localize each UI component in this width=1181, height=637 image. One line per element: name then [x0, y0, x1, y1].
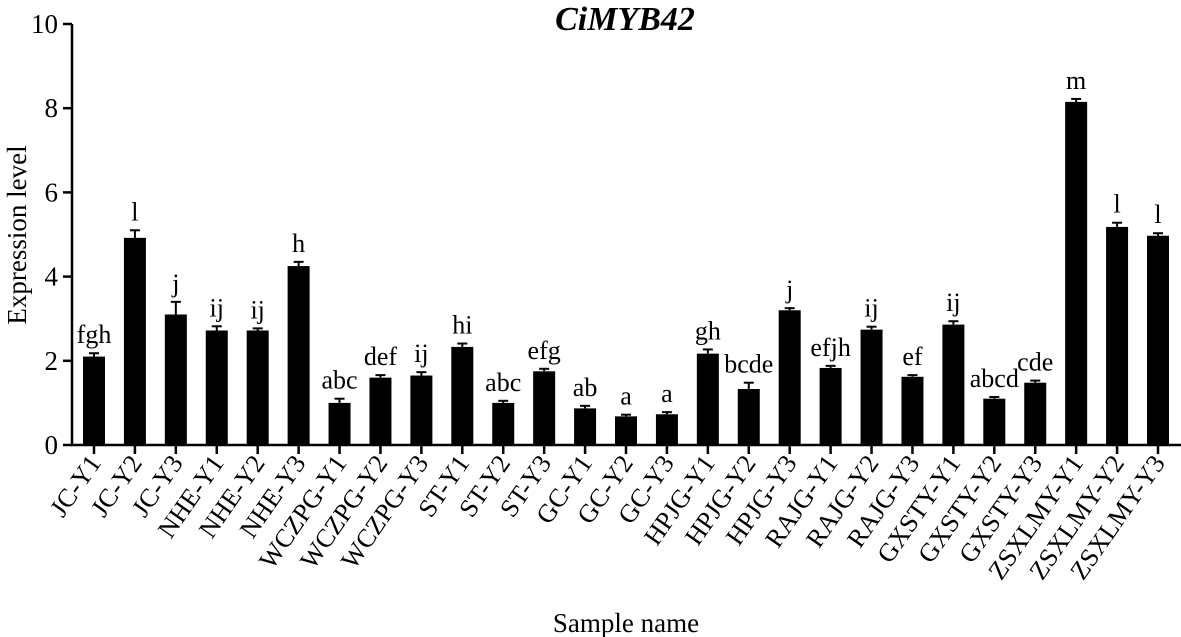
bar — [492, 402, 515, 445]
bars-group — [83, 97, 1169, 445]
bar — [983, 398, 1006, 445]
bar — [123, 237, 146, 445]
significance-label: efg — [528, 336, 561, 365]
bar — [819, 367, 842, 445]
significance-label: ab — [573, 373, 598, 402]
significance-label: efjh — [810, 333, 850, 362]
significance-label: ij — [946, 288, 960, 317]
significance-label: l — [131, 197, 138, 226]
bar — [574, 408, 597, 445]
error-bar — [866, 325, 877, 330]
bar — [246, 330, 269, 445]
error-bar — [129, 229, 140, 238]
error-bar — [539, 367, 550, 372]
significance-label: def — [364, 342, 398, 371]
significance-label: a — [661, 379, 673, 408]
significance-label: a — [620, 382, 632, 411]
y-tick-label: 6 — [45, 177, 59, 207]
error-bar — [211, 325, 222, 331]
bar — [533, 371, 556, 445]
bar — [164, 314, 187, 445]
significance-label: j — [171, 269, 179, 298]
x-axis-label: Sample name — [553, 608, 699, 637]
bar — [942, 324, 965, 445]
error-bar — [784, 307, 795, 311]
bar — [410, 375, 433, 445]
significance-label: cde — [1017, 348, 1053, 377]
error-bar — [252, 327, 263, 331]
chart-title: CiMYB42 — [555, 1, 695, 38]
bar — [328, 402, 351, 445]
error-bar — [948, 320, 959, 325]
y-tick-label: 10 — [31, 9, 58, 39]
x-axis — [71, 443, 1181, 454]
significance-label: ij — [864, 294, 878, 323]
bar — [737, 389, 760, 445]
error-bar — [702, 348, 713, 354]
error-bar — [1030, 379, 1041, 383]
significance-label: ij — [250, 295, 264, 324]
significance-label: bcde — [724, 350, 773, 379]
bar — [83, 356, 105, 445]
significance-label: hi — [452, 311, 472, 340]
error-bar — [170, 300, 181, 315]
y-tick-label: 4 — [45, 262, 59, 292]
bar — [696, 353, 719, 445]
error-bar — [907, 374, 918, 377]
significance-label: m — [1066, 66, 1086, 95]
error-bar — [580, 404, 591, 409]
bar — [287, 266, 310, 445]
bar — [860, 329, 883, 445]
error-bar — [293, 260, 304, 267]
significance-label: ij — [210, 293, 224, 322]
bar — [778, 310, 801, 445]
bar — [369, 377, 392, 445]
bar — [1147, 235, 1169, 445]
significance-label: abcd — [970, 364, 1019, 393]
error-bar — [1071, 97, 1082, 102]
bar — [451, 346, 474, 445]
y-tick-label: 0 — [45, 430, 59, 460]
error-bar — [334, 397, 345, 403]
bar — [901, 376, 924, 445]
bar — [655, 414, 678, 445]
significance-label: fgh — [77, 320, 112, 349]
error-bar — [825, 364, 836, 368]
error-bar — [498, 399, 509, 403]
y-tick-label: 8 — [45, 93, 59, 123]
error-bar — [457, 342, 468, 347]
error-bar — [1112, 221, 1123, 227]
y-axis: 0 2 4 6 8 10 — [31, 9, 74, 460]
bar — [615, 416, 637, 445]
x-tick-labels: JC-Y1JC-Y2JC-Y3NHE-Y1NHE-Y2NHE-Y3WCZPG-Y… — [44, 450, 1171, 585]
error-bar — [89, 352, 99, 357]
significance-label: ef — [902, 342, 923, 371]
significance-label: abc — [321, 366, 357, 395]
y-tick-label: 2 — [45, 346, 59, 376]
error-bar — [989, 396, 1000, 399]
significance-label: l — [1154, 200, 1161, 229]
error-bar — [743, 381, 754, 390]
significance-label: h — [292, 229, 305, 258]
significance-label: abc — [485, 368, 521, 397]
significance-label: j — [785, 275, 793, 304]
y-axis-label: Expression level — [2, 145, 32, 324]
error-bar — [1153, 232, 1163, 236]
bar — [1106, 226, 1129, 445]
error-bar — [375, 374, 386, 378]
significance-label: gh — [695, 316, 721, 345]
error-bar — [621, 413, 631, 417]
bar — [205, 330, 228, 445]
bar — [1065, 101, 1088, 445]
significance-label: l — [1113, 190, 1120, 219]
significance-label: ij — [414, 339, 428, 368]
bar — [1024, 382, 1047, 445]
error-bar — [416, 371, 427, 376]
error-bar — [661, 411, 672, 415]
